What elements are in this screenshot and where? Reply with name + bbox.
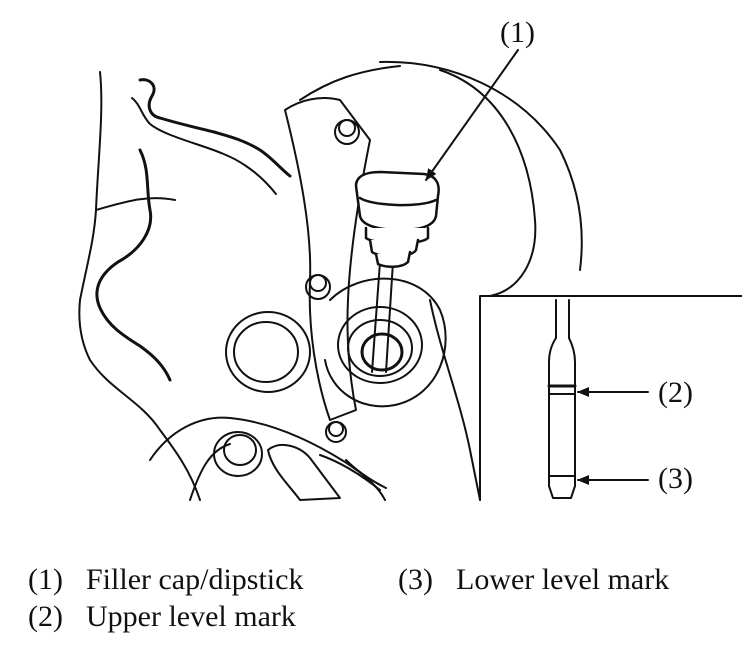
filler-cap xyxy=(356,172,439,267)
callout-3-label: (3) xyxy=(658,462,693,495)
bolt-top xyxy=(335,120,359,144)
callout-2-label: (2) xyxy=(658,376,693,409)
hose-fitting xyxy=(268,445,340,500)
legend-item-upper-level: (2) Upper level mark xyxy=(28,602,296,632)
engine-illustration xyxy=(0,0,742,540)
filler-surround xyxy=(325,279,446,407)
dipstick-rod-right xyxy=(386,262,393,372)
legend-number: (3) xyxy=(398,563,433,596)
gasket-line-lower xyxy=(97,150,170,380)
bolt-middle xyxy=(306,275,330,299)
legend-item-filler-cap: (1) Filler cap/dipstick xyxy=(28,565,303,595)
round-boss xyxy=(226,312,310,392)
gasket-line-inner xyxy=(132,98,276,194)
hose-lines xyxy=(320,455,386,490)
legend-label: Lower level mark xyxy=(456,563,670,596)
leader-arrow-1 xyxy=(426,50,518,180)
lower-pipe xyxy=(150,418,385,500)
gasket-line xyxy=(140,80,290,176)
lower-bolt xyxy=(214,432,262,476)
housing-curve-right xyxy=(440,70,535,296)
right-contour xyxy=(430,300,480,500)
legend-number: (1) xyxy=(28,563,63,596)
filler-neck xyxy=(338,307,422,383)
bolt-lower xyxy=(326,422,346,442)
cover-plate xyxy=(285,98,370,420)
legend-label: Filler cap/dipstick xyxy=(86,563,304,596)
dipstick-rod-left xyxy=(372,262,380,372)
legend-label: Upper level mark xyxy=(86,600,296,633)
legend-item-lower-level: (3) Lower level mark xyxy=(398,565,669,595)
callout-1-label: (1) xyxy=(500,16,535,49)
legend-number: (2) xyxy=(28,600,63,633)
engine-block-outline xyxy=(79,72,200,500)
dipstick-detail xyxy=(549,300,575,498)
engine-oil-diagram: (1) (2) (3) xyxy=(0,0,742,540)
engine-casing-edge xyxy=(96,198,175,210)
detail-box-frame xyxy=(480,296,742,500)
cover-plate-edge xyxy=(300,66,400,100)
housing-curve-outer xyxy=(380,62,582,270)
